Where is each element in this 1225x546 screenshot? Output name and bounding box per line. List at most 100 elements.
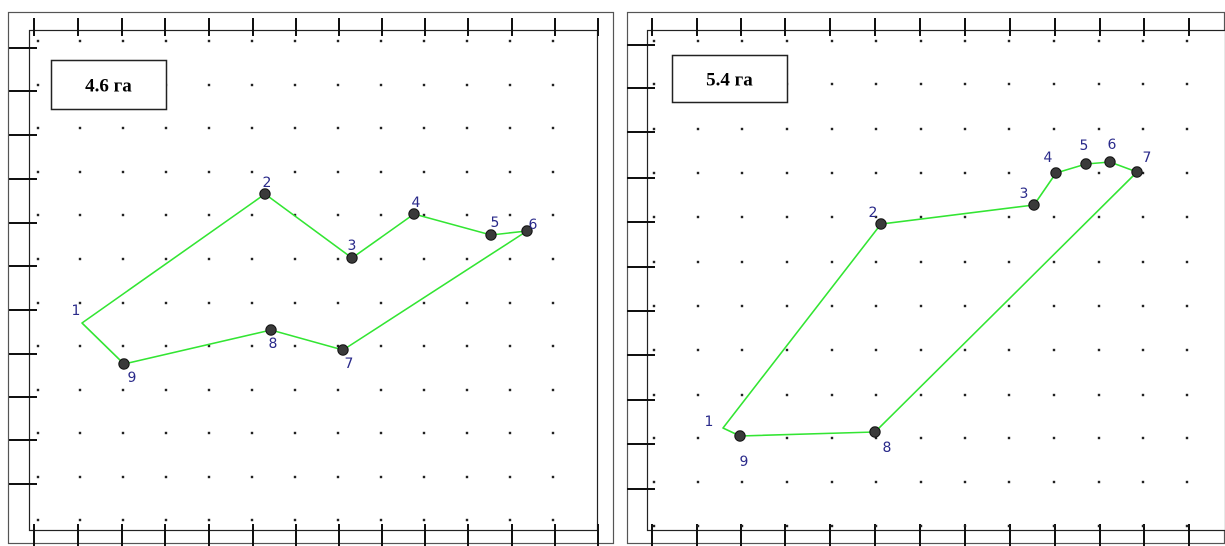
plot-right: 5.4 га 1 2 3 4 5 6 7 8 9 bbox=[626, 11, 1225, 546]
grid-dot bbox=[551, 431, 555, 435]
parcel-boundary bbox=[722, 161, 1138, 437]
grid-dot bbox=[379, 518, 383, 522]
grid-dot bbox=[121, 213, 125, 217]
grid-dot bbox=[508, 39, 512, 43]
grid-dot bbox=[36, 475, 40, 479]
grid-dot bbox=[465, 83, 469, 87]
grid-dot bbox=[1185, 260, 1189, 264]
grid-dot bbox=[36, 39, 40, 43]
vertex-marker bbox=[118, 358, 130, 370]
grid-dot bbox=[121, 518, 125, 522]
vertex-marker bbox=[259, 188, 271, 200]
grid-dot bbox=[465, 344, 469, 348]
grid-dot bbox=[740, 393, 744, 397]
grid-dot bbox=[293, 170, 297, 174]
vertex-marker bbox=[875, 218, 887, 230]
grid-dot bbox=[740, 127, 744, 131]
grid-dot bbox=[465, 388, 469, 392]
grid-dot bbox=[508, 344, 512, 348]
grid-dot bbox=[919, 260, 923, 264]
grid-dot bbox=[336, 518, 340, 522]
plot-left: 4.6 га 1 2 3 4 5 6 7 8 9 bbox=[7, 11, 615, 546]
grid-dot bbox=[164, 301, 168, 305]
grid-dot bbox=[830, 393, 834, 397]
grid-dot bbox=[465, 301, 469, 305]
area-label-box bbox=[671, 54, 789, 104]
grid-dot bbox=[963, 304, 967, 308]
grid-dot bbox=[652, 524, 656, 528]
grid-dot bbox=[830, 39, 834, 43]
grid-dot bbox=[919, 39, 923, 43]
grid-dot bbox=[508, 213, 512, 217]
grid-dot bbox=[379, 475, 383, 479]
vertex-label-9: 9 bbox=[128, 370, 137, 386]
vertex-label-7: 7 bbox=[345, 356, 354, 372]
grid-dot bbox=[1097, 82, 1101, 86]
grid-dot bbox=[963, 393, 967, 397]
grid-dot bbox=[293, 475, 297, 479]
grid-dot bbox=[1141, 480, 1145, 484]
grid-dot bbox=[1007, 436, 1011, 440]
grid-dot bbox=[874, 260, 878, 264]
grid-dot bbox=[1185, 39, 1189, 43]
grid-dot bbox=[465, 475, 469, 479]
grid-dot bbox=[1097, 171, 1101, 175]
grid-dot bbox=[551, 301, 555, 305]
grid-dot bbox=[785, 171, 789, 175]
grid-dot bbox=[1052, 480, 1056, 484]
grid-dot bbox=[696, 304, 700, 308]
grid-dot bbox=[1052, 127, 1056, 131]
grid-dot bbox=[379, 83, 383, 87]
vertex-label-5: 5 bbox=[491, 215, 500, 231]
grid-dot bbox=[164, 257, 168, 261]
grid-dot bbox=[1052, 524, 1056, 528]
grid-dot bbox=[250, 518, 254, 522]
grid-dot bbox=[293, 39, 297, 43]
grid-dot bbox=[207, 388, 211, 392]
grid-dot bbox=[919, 348, 923, 352]
grid-dot bbox=[465, 126, 469, 130]
grid-dot bbox=[1007, 171, 1011, 175]
vertex-label-4: 4 bbox=[412, 195, 421, 211]
grid-dot bbox=[963, 436, 967, 440]
grid-dot bbox=[1185, 348, 1189, 352]
grid-dot bbox=[1185, 393, 1189, 397]
panel-right: 5.4 га 1 2 3 4 5 6 7 8 9 bbox=[623, 0, 1225, 546]
vertex-label-1: 1 bbox=[705, 414, 714, 430]
grid-dot bbox=[207, 344, 211, 348]
grid-dot bbox=[422, 388, 426, 392]
grid-dot bbox=[1141, 304, 1145, 308]
grid-dot bbox=[1007, 82, 1011, 86]
grid-dot bbox=[465, 213, 469, 217]
grid-dot bbox=[652, 260, 656, 264]
grid-dot bbox=[785, 127, 789, 131]
grid-dot bbox=[164, 213, 168, 217]
grid-dot bbox=[336, 257, 340, 261]
grid-dot bbox=[293, 431, 297, 435]
vertex-label-2: 2 bbox=[263, 175, 272, 191]
grid-dot bbox=[963, 82, 967, 86]
grid-dot bbox=[379, 39, 383, 43]
grid-dot bbox=[652, 480, 656, 484]
grid-dot bbox=[1052, 215, 1056, 219]
vertex-label-6: 6 bbox=[529, 217, 538, 233]
grid-dot bbox=[508, 431, 512, 435]
grid-dot bbox=[422, 518, 426, 522]
grid-dot bbox=[696, 524, 700, 528]
grid-dot bbox=[121, 301, 125, 305]
grid-dot bbox=[250, 431, 254, 435]
grid-dot bbox=[336, 170, 340, 174]
grid-dot bbox=[919, 215, 923, 219]
plot-frame bbox=[28, 29, 599, 532]
grid-dot bbox=[293, 83, 297, 87]
grid-dot bbox=[551, 126, 555, 130]
grid-dot bbox=[164, 431, 168, 435]
grid-dot bbox=[121, 475, 125, 479]
grid-dot bbox=[465, 518, 469, 522]
grid-dot bbox=[919, 171, 923, 175]
grid-dot bbox=[785, 304, 789, 308]
grid-dot bbox=[1052, 436, 1056, 440]
grid-dot bbox=[785, 393, 789, 397]
grid-dot bbox=[652, 304, 656, 308]
vertex-label-3: 3 bbox=[348, 238, 357, 254]
